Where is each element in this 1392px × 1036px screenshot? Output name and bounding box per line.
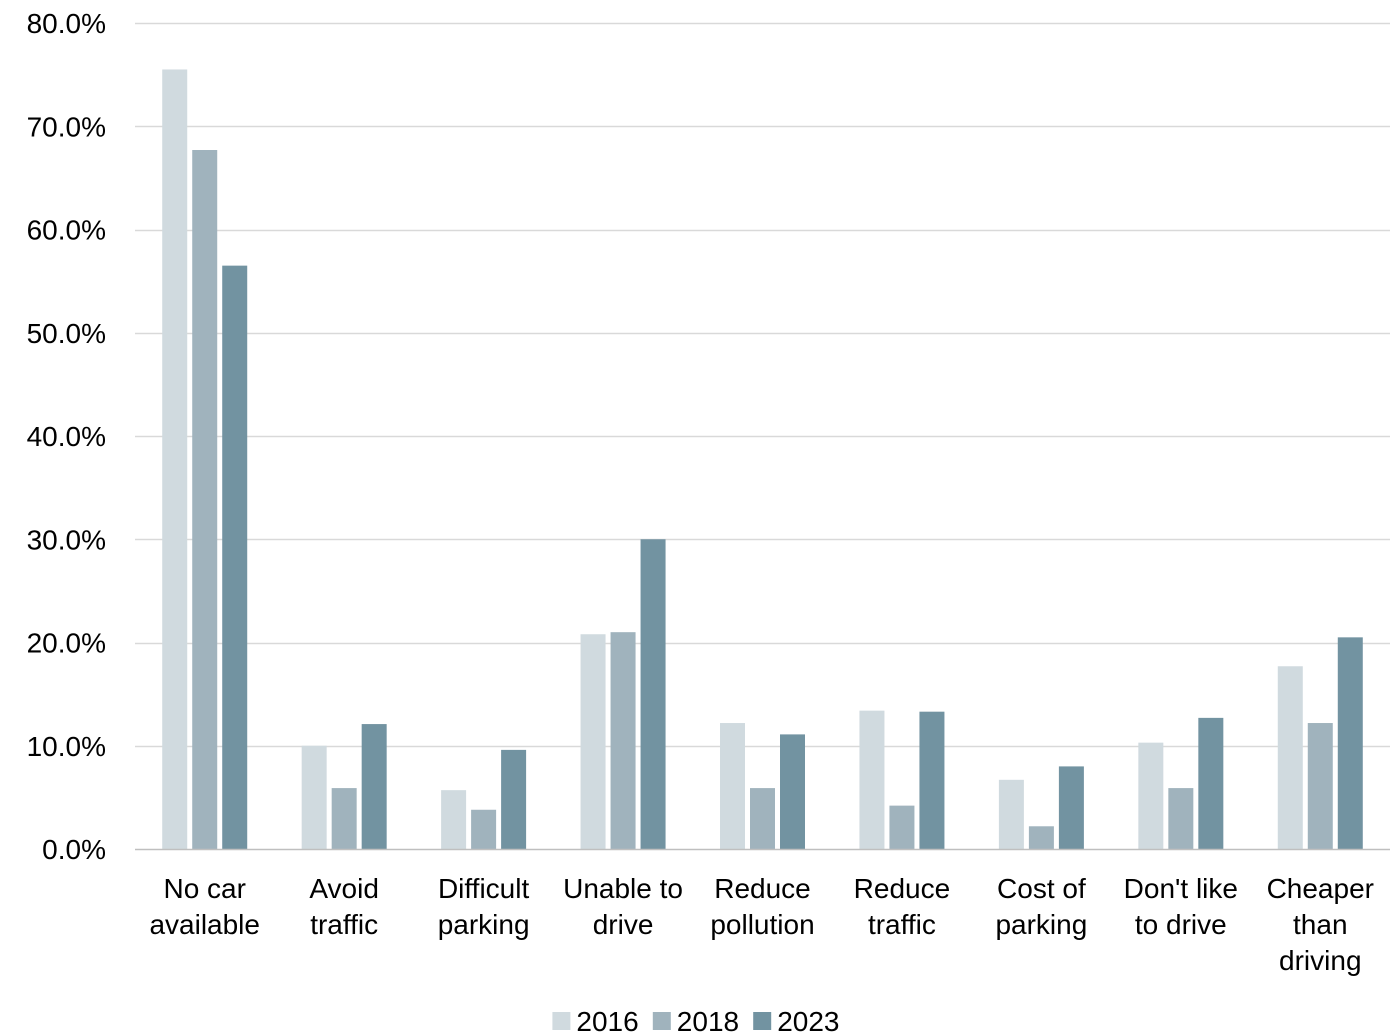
bar-2016-4 (720, 723, 745, 849)
x-category-label: Cheaper than driving (1267, 873, 1374, 976)
x-category-label-line: to drive (1135, 909, 1227, 940)
x-category-label: Avoid traffic (309, 873, 379, 940)
bar-2023-4 (780, 734, 805, 849)
x-category-label-line: pollution (710, 909, 814, 940)
bar-2023-0 (222, 265, 248, 849)
bar-2018-6 (1028, 826, 1054, 849)
legend-label-2018: 2018 (677, 1006, 739, 1036)
x-category-label-line: Don't like (1124, 873, 1238, 904)
legend-swatch-2016 (552, 1012, 571, 1030)
bar-2018-8 (1307, 723, 1333, 849)
legend-label-2016: 2016 (576, 1006, 638, 1036)
x-category-label: Difficult parking (438, 873, 530, 940)
bars (162, 69, 1363, 849)
bar-2018-2 (471, 809, 497, 849)
y-tick-label: 40.0% (27, 421, 106, 452)
x-category-label: Don't like to drive (1124, 873, 1238, 940)
x-category-label: No car available (149, 873, 260, 940)
bar-2016-8 (1277, 666, 1303, 849)
y-tick-label: 30.0% (27, 524, 106, 555)
y-tick-label: 50.0% (27, 318, 106, 349)
legend-label-2023: 2023 (777, 1006, 839, 1036)
y-tick-label: 20.0% (27, 628, 106, 659)
bar-2016-2 (441, 790, 467, 849)
bar-2023-1 (361, 724, 387, 849)
x-category-label-line: Cost of (997, 873, 1086, 904)
y-tick-label: 80.0% (27, 8, 106, 39)
bar-2023-5 (919, 711, 945, 849)
x-category-label-line: driving (1279, 945, 1361, 976)
bar-2018-4 (750, 788, 775, 849)
bar-2023-3 (640, 539, 666, 849)
y-tick-label: 70.0% (27, 111, 106, 142)
y-tick-label: 60.0% (27, 215, 106, 246)
x-category-label-line: Difficult (438, 873, 530, 904)
x-category-label: Reduce pollution (710, 873, 814, 940)
y-axis-tick-labels: 0.0% 10.0% 20.0% 30.0% 40.0% 50.0% 60.0% 70.0% 8… (27, 8, 106, 865)
bar-2018-0 (192, 150, 218, 849)
x-category-label: Unable to drive (563, 873, 683, 940)
bar-2018-1 (331, 788, 357, 849)
gridlines (135, 22, 1390, 748)
x-category-label-line: Reduce (714, 873, 811, 904)
bar-2023-7 (1198, 717, 1224, 849)
legend-swatch-2023 (753, 1012, 772, 1030)
bar-2023-6 (1058, 766, 1084, 849)
y-tick-label: 0.0% (42, 834, 106, 865)
x-category-label-line: No car (163, 873, 245, 904)
bar-2018-7 (1168, 788, 1194, 849)
bar-2016-6 (998, 779, 1024, 849)
bar-2018-5 (889, 805, 915, 849)
legend: 2016 2018 2023 (552, 1006, 839, 1036)
x-axis-category-labels: No car available Avoid traffic Difficult park… (149, 873, 1374, 976)
x-category-label-line: Unable to (563, 873, 683, 904)
bar-2016-7 (1138, 742, 1164, 849)
x-category-label-line: Cheaper (1267, 873, 1374, 904)
x-category-label-line: parking (995, 909, 1087, 940)
x-category-label-line: traffic (868, 909, 936, 940)
bar-2023-8 (1337, 637, 1363, 849)
x-category-label-line: than (1293, 909, 1348, 940)
x-category-label-line: parking (438, 909, 530, 940)
legend-swatch-2018 (652, 1012, 671, 1030)
x-category-label: Cost of parking (995, 873, 1087, 940)
y-tick-label: 10.0% (27, 731, 106, 762)
x-category-label-line: drive (593, 909, 654, 940)
bar-2016-5 (859, 710, 885, 849)
x-category-label-line: available (149, 909, 260, 940)
bar-2016-0 (162, 69, 188, 849)
x-category-label-line: Avoid (309, 873, 379, 904)
x-category-label-line: traffic (310, 909, 378, 940)
bar-2023-2 (501, 749, 527, 849)
x-category-label: Reduce traffic (854, 873, 951, 940)
bar-2016-1 (301, 745, 327, 849)
bar-2016-3 (580, 634, 606, 849)
x-category-label-line: Reduce (854, 873, 951, 904)
bar-2018-3 (610, 632, 636, 849)
